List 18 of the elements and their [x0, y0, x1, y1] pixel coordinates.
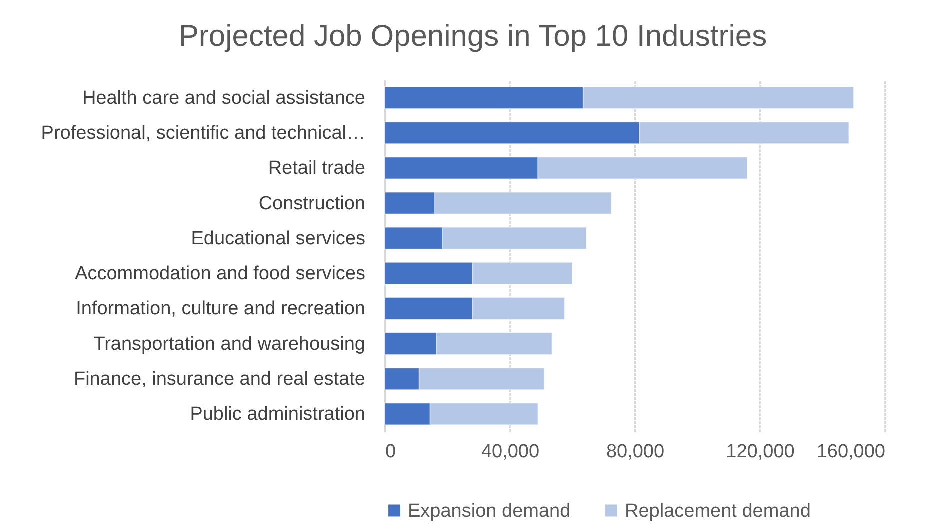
- y-tick-label: Information, culture and recreation: [76, 298, 366, 320]
- y-tick-label: Construction: [258, 193, 366, 214]
- x-tick-label: 40,000: [481, 442, 540, 462]
- y-tick-label: Accommodation and food services: [75, 264, 366, 285]
- x-tick-label: 0: [386, 442, 396, 462]
- x-tick-label: 160,000: [816, 442, 886, 462]
- x-tick-label: 80,000: [606, 442, 665, 462]
- y-tick-label: Transportation and warehousing: [94, 334, 366, 355]
- y-tick-label: Professional, scientific and technical…: [41, 123, 366, 144]
- legend-label: Expansion demand: [408, 500, 571, 522]
- y-tick-label: Finance, insurance and real estate: [74, 368, 366, 390]
- y-tick-label: Retail trade: [268, 158, 366, 180]
- chart-title: Projected Job Openings in Top 10 Industries: [178, 20, 768, 53]
- x-tick-label: 120,000: [726, 442, 795, 462]
- legend-label: Replacement demand: [625, 500, 811, 522]
- y-tick-label: Public administration: [190, 404, 366, 426]
- y-tick-label: Health care and social assistance: [82, 88, 366, 109]
- y-tick-label: Educational services: [191, 228, 366, 250]
